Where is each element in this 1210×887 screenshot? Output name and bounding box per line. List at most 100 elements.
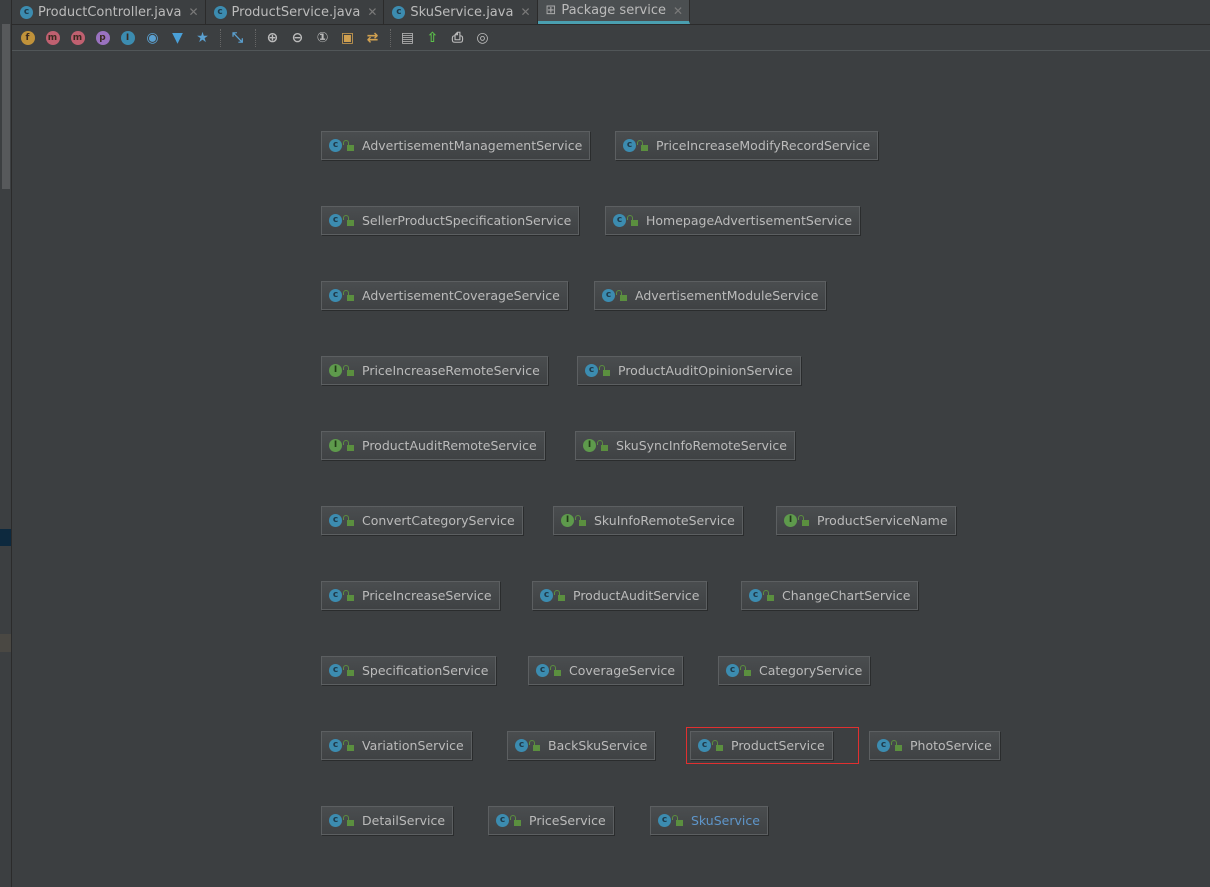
class-icon: c <box>329 739 342 752</box>
diagram-node[interactable]: c ChangeChartService <box>741 581 919 610</box>
scrollbar-thumb[interactable] <box>2 24 10 189</box>
actual-size-button[interactable]: ① <box>313 28 332 47</box>
class-icon: c <box>329 814 342 827</box>
close-icon[interactable]: ✕ <box>673 3 684 18</box>
actual-size-icon: ① <box>316 29 329 46</box>
diagram-node[interactable]: c DetailService <box>321 806 454 835</box>
diagram-node[interactable]: c VariationService <box>321 731 472 760</box>
diagram-node[interactable]: I SkuInfoRemoteService <box>553 506 743 535</box>
public-visibility-icon <box>712 739 723 751</box>
interface-icon: I <box>329 439 342 452</box>
diagram-node[interactable]: c PriceIncreaseService <box>321 581 500 610</box>
interface-icon: I <box>329 364 342 377</box>
apply-layout-button[interactable]: ⇄ <box>363 28 382 47</box>
diagram-node[interactable]: c AdvertisementModuleService <box>594 281 827 310</box>
inner-classes-button[interactable]: I <box>118 28 137 47</box>
public-visibility-icon <box>343 289 354 301</box>
public-visibility-icon <box>798 514 809 526</box>
tab-productservice-java[interactable]: c ProductService.java ✕ <box>206 0 385 24</box>
node-label: BackSkuService <box>548 738 648 753</box>
zoom-out-icon: ⊖ <box>291 29 304 46</box>
diagram-node[interactable]: c PriceService <box>488 806 614 835</box>
node-label: DetailService <box>362 813 446 828</box>
diagram-node[interactable]: c CategoryService <box>718 656 871 685</box>
close-icon[interactable]: ✕ <box>188 5 199 19</box>
tab-productcontroller-java[interactable]: c ProductController.java ✕ <box>12 0 206 24</box>
zoom-out-button[interactable]: ⊖ <box>288 28 307 47</box>
diagram-node[interactable]: c AdvertisementCoverageService <box>321 281 568 310</box>
visibility-icon: ◉ <box>146 29 159 46</box>
selection-box <box>686 727 859 764</box>
class-icon: c <box>329 514 342 527</box>
close-icon[interactable]: ✕ <box>520 5 531 19</box>
fields-button[interactable]: f <box>18 28 37 47</box>
diagram-node[interactable]: I ProductAuditRemoteService <box>321 431 545 460</box>
node-label: AdvertisementManagementService <box>362 138 583 153</box>
edge-icon: ⤡ <box>231 29 244 46</box>
methods-button[interactable]: m <box>68 28 87 47</box>
diagram-node[interactable]: c ProductService <box>690 731 833 760</box>
node-label: PriceIncreaseRemoteService <box>362 363 540 378</box>
properties-button[interactable]: p <box>93 28 112 47</box>
public-visibility-icon <box>672 814 683 826</box>
tab-skuservice-java[interactable]: c SkuService.java ✕ <box>384 0 538 24</box>
visibility-button[interactable]: ◉ <box>143 28 162 47</box>
diagram-node[interactable]: c PhotoService <box>869 731 1000 760</box>
export-button[interactable]: ⇧ <box>423 28 442 47</box>
export-icon: ⇧ <box>426 29 439 46</box>
diagram-node[interactable]: c ProductAuditService <box>532 581 708 610</box>
node-label: HomepageAdvertisementService <box>646 213 853 228</box>
filter-button[interactable]: ▼ <box>168 28 187 47</box>
diagram-node[interactable]: c SellerProductSpecificationService <box>321 206 580 235</box>
diagram-node[interactable]: c SkuService <box>650 806 768 835</box>
public-visibility-icon <box>740 664 751 676</box>
diagram-node[interactable]: I ProductServiceName <box>776 506 956 535</box>
class-icon: c <box>698 739 711 752</box>
left-scrollbar[interactable] <box>0 0 12 887</box>
diagram-node[interactable]: c HomepageAdvertisementService <box>605 206 861 235</box>
print-icon: ⎙ <box>451 29 464 46</box>
public-visibility-icon <box>575 514 586 526</box>
zoom-in-icon: ⊕ <box>266 29 279 46</box>
tab-label: SkuService.java <box>410 4 514 20</box>
diagram-node[interactable]: c BackSkuService <box>507 731 656 760</box>
node-label: AdvertisementModuleService <box>635 288 819 303</box>
diagram-node[interactable]: c SpecificationService <box>321 656 497 685</box>
public-visibility-icon <box>627 214 638 226</box>
class-icon: c <box>329 589 342 602</box>
public-visibility-icon <box>343 439 354 451</box>
diagram-node[interactable]: c ProductAuditOpinionService <box>577 356 801 385</box>
close-icon[interactable]: ✕ <box>367 5 378 19</box>
diagram-canvas[interactable]: c AdvertisementManagementService c PriceInc… <box>12 51 1210 887</box>
edge-button[interactable]: ⤡ <box>228 28 247 47</box>
fit-content-button[interactable]: ▣ <box>338 28 357 47</box>
tab-package-service[interactable]: ⊞ Package service ✕ <box>537 0 691 24</box>
diagram-node[interactable]: c PriceIncreaseModifyRecordService <box>615 131 879 160</box>
diagram-node[interactable]: c CoverageService <box>528 656 684 685</box>
apply-layout-icon: ⇄ <box>366 29 379 46</box>
public-visibility-icon <box>343 214 354 226</box>
node-label: ProductService <box>731 738 825 753</box>
diagram-node[interactable]: I SkuSyncInfoRemoteService <box>575 431 795 460</box>
save-icon: ▤ <box>400 29 415 46</box>
diagram-node[interactable]: c AdvertisementManagementService <box>321 131 591 160</box>
class-icon: c <box>213 5 227 19</box>
class-icon: c <box>877 739 890 752</box>
show-dependencies-button[interactable]: ★ <box>193 28 212 47</box>
public-visibility-icon <box>763 589 774 601</box>
constructors-button[interactable]: m <box>43 28 62 47</box>
public-visibility-icon <box>343 514 354 526</box>
show-dependencies-icon: ★ <box>196 29 209 46</box>
print-preview-button[interactable]: ◎ <box>473 28 492 47</box>
diagram-node[interactable]: I PriceIncreaseRemoteService <box>321 356 548 385</box>
public-visibility-icon <box>637 139 648 151</box>
diagram-node[interactable]: c ConvertCategoryService <box>321 506 523 535</box>
class-icon: c <box>602 289 615 302</box>
class-icon: c <box>496 814 509 827</box>
class-icon: c <box>329 214 342 227</box>
save-button[interactable]: ▤ <box>398 28 417 47</box>
print-button[interactable]: ⎙ <box>448 28 467 47</box>
public-visibility-icon <box>597 439 608 451</box>
zoom-in-button[interactable]: ⊕ <box>263 28 282 47</box>
node-label: VariationService <box>362 738 464 753</box>
